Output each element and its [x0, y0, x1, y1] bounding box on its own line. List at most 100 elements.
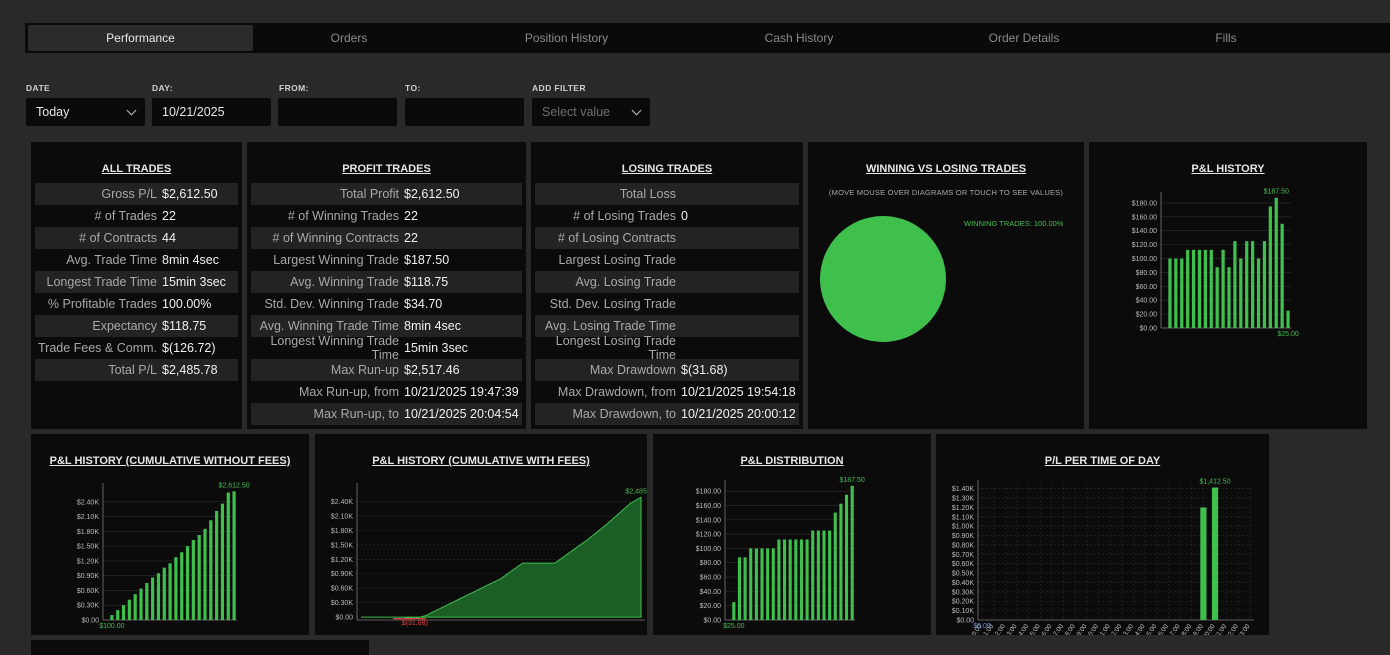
bar[interactable]	[1209, 249, 1213, 328]
bar[interactable]	[816, 530, 820, 620]
bar[interactable]	[1286, 310, 1290, 328]
tab-position-history[interactable]: Position History	[524, 31, 609, 45]
add-filter-select[interactable]: Select value	[532, 98, 650, 126]
bar[interactable]	[215, 511, 219, 620]
bar[interactable]	[1180, 258, 1184, 328]
tab-cash-history[interactable]: Cash History	[764, 31, 834, 45]
bar[interactable]	[116, 610, 120, 620]
bar[interactable]	[1174, 258, 1178, 328]
date-select[interactable]: Today	[26, 98, 145, 126]
bar[interactable]	[1245, 241, 1249, 328]
bar[interactable]	[151, 577, 155, 620]
bar[interactable]	[127, 599, 131, 620]
bar[interactable]	[811, 530, 815, 620]
bar[interactable]	[799, 539, 804, 620]
stat-value: $2,517.46	[404, 363, 460, 377]
bar[interactable]	[1186, 249, 1190, 328]
bar[interactable]	[805, 539, 809, 620]
bar[interactable]	[766, 548, 770, 620]
bar[interactable]	[850, 485, 854, 620]
bar[interactable]	[209, 520, 213, 620]
bar[interactable]	[760, 548, 764, 620]
bar[interactable]	[180, 552, 184, 620]
bar[interactable]	[1262, 241, 1267, 328]
bar[interactable]	[754, 548, 758, 620]
bar[interactable]	[203, 528, 207, 620]
bar[interactable]	[749, 548, 753, 620]
bar[interactable]	[168, 563, 172, 620]
bar[interactable]	[1227, 267, 1231, 328]
bar[interactable]	[782, 539, 787, 620]
bar[interactable]	[839, 503, 843, 620]
bar[interactable]	[1197, 249, 1202, 328]
bar[interactable]	[1233, 241, 1237, 328]
next-panel	[31, 640, 369, 655]
tab-fills[interactable]: Fills	[1215, 31, 1237, 45]
stat-label: Total Profit	[339, 187, 399, 201]
bar[interactable]	[232, 491, 236, 620]
bar[interactable]	[1274, 197, 1278, 328]
bar[interactable]	[133, 594, 137, 620]
day-input[interactable]: 10/21/2025	[152, 98, 271, 126]
stat-row: Max Drawdown $(31.68)	[535, 359, 799, 381]
tab-order-details[interactable]: Order Details	[988, 31, 1060, 45]
tab-orders[interactable]: Orders	[330, 31, 368, 45]
stat-label: Max Run-up, from	[298, 385, 399, 399]
pl-cum-fees-chart[interactable]: $0.00 $0.30K $0.60K $0.90K $1.20K $1.50K $1.80…	[315, 434, 647, 635]
bar[interactable]	[794, 539, 798, 620]
bar[interactable]	[174, 557, 178, 620]
bar[interactable]	[139, 588, 143, 620]
tab-performance[interactable]: Performance	[28, 25, 253, 51]
bar[interactable]	[771, 548, 775, 620]
to-input[interactable]	[405, 98, 524, 126]
bar[interactable]	[844, 494, 849, 620]
stat-value: 44	[162, 231, 176, 245]
bar[interactable]	[732, 602, 736, 620]
bar[interactable]	[220, 503, 225, 620]
bar[interactable]	[121, 605, 126, 620]
bar[interactable]	[822, 530, 826, 620]
bar[interactable]	[1211, 487, 1219, 620]
bar[interactable]	[1250, 241, 1255, 328]
stat-value: $187.50	[404, 253, 450, 267]
y-tick-label: $0.80K	[952, 542, 975, 549]
pl-distribution-chart[interactable]: $0.00 $20.00 $40.00 $60.00 $80.00 $100.00 $120…	[653, 434, 931, 635]
bar[interactable]	[1239, 258, 1243, 328]
bar[interactable]	[777, 539, 781, 620]
from-input[interactable]	[278, 98, 397, 126]
y-tick-label: $80.00	[1136, 270, 1158, 277]
stat-label: Max Run-up	[330, 363, 399, 377]
bar[interactable]	[737, 557, 742, 620]
bar[interactable]	[185, 546, 190, 620]
bar[interactable]	[1280, 223, 1284, 328]
bar[interactable]	[1203, 249, 1208, 328]
area-series[interactable]	[361, 496, 642, 620]
bar[interactable]	[1168, 258, 1172, 328]
pl-history-chart[interactable]: $0.00 $20.00 $40.00 $60.00 $80.00 $100.00 $120…	[1089, 142, 1367, 429]
stat-row: # of Winning Contracts 22	[251, 227, 522, 249]
stat-row: Longest Trade Time 15min 3sec	[35, 271, 238, 293]
bar[interactable]	[1221, 249, 1225, 328]
bar[interactable]	[191, 539, 195, 620]
bar[interactable]	[145, 583, 149, 620]
bar[interactable]	[1191, 249, 1196, 328]
bar[interactable]	[788, 539, 792, 620]
pl-time-of-day-chart[interactable]: $0.00 $0.10K $0.20K $0.30K $0.40K $0.50K $0.60…	[936, 434, 1269, 635]
bar[interactable]	[1200, 507, 1207, 620]
bar[interactable]	[226, 492, 230, 620]
bar[interactable]	[1268, 206, 1272, 328]
pie-slice-winning[interactable]	[820, 216, 946, 342]
bar[interactable]	[162, 567, 166, 620]
max-annotation: $2,612.50	[219, 482, 250, 489]
bar[interactable]	[1256, 258, 1261, 328]
pie-chart[interactable]: WINNING TRADES: 100.00%	[808, 142, 1084, 429]
bar[interactable]	[156, 573, 161, 620]
bar[interactable]	[1215, 267, 1219, 328]
bar[interactable]	[828, 530, 832, 620]
bar[interactable]	[110, 615, 114, 620]
bar[interactable]	[197, 535, 201, 620]
y-tick-label: $160.00	[1132, 214, 1157, 221]
bar[interactable]	[743, 557, 747, 620]
bar[interactable]	[833, 512, 837, 620]
pl-cum-no-fees-chart[interactable]: $0.00 $0.30K $0.60K $0.90K $1.20K $1.50K $1.80…	[31, 434, 309, 635]
